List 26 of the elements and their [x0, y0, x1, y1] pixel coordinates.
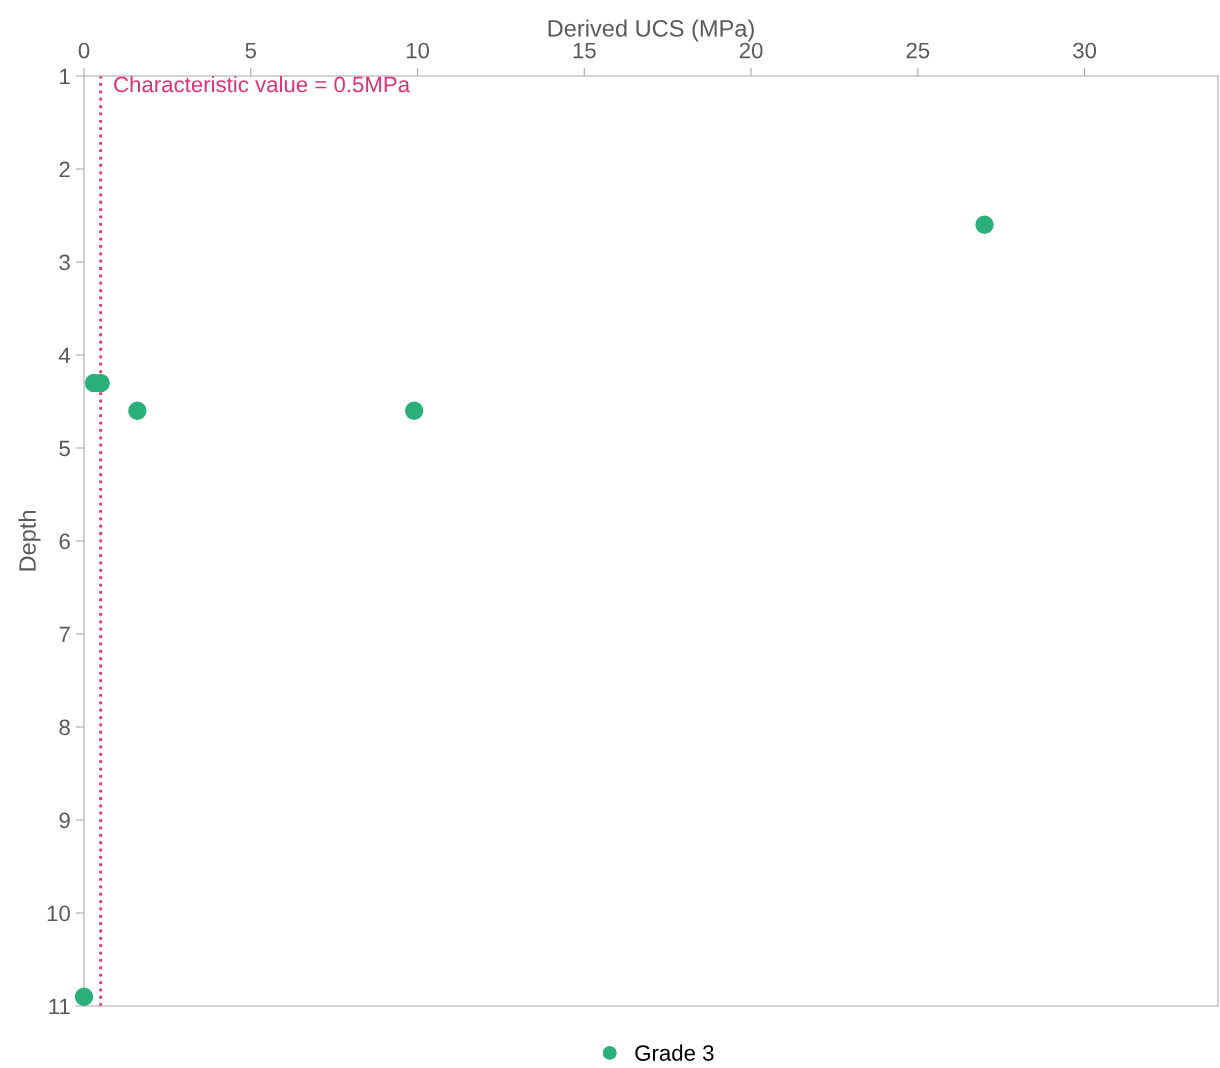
y-tick-label: 5 [59, 440, 70, 457]
point [74, 987, 94, 1006]
point [975, 215, 994, 235]
y-tick-label: 8 [59, 719, 70, 736]
x-axis-title: Derived UCS (MPa) [548, 19, 754, 42]
y-tick-label: 2 [59, 161, 70, 178]
y-tick-label: 1 [60, 68, 70, 85]
x-tick-label: 15 [573, 42, 596, 59]
x-tick-label: 10 [406, 42, 430, 59]
y-tick-label: 4 [58, 347, 71, 364]
legend-label: Grade 3 [635, 1044, 714, 1061]
y-tick-label: 11 [49, 998, 70, 1015]
x-tick-label: 5 [245, 42, 257, 59]
y-axis-title: Depth [18, 511, 41, 571]
ref-line-label: Characteristic value = 0.5MPa [114, 76, 411, 93]
point [128, 401, 147, 421]
x-tick-label: 30 [1073, 42, 1097, 59]
point [404, 401, 424, 421]
y-tick-label: 10 [47, 905, 70, 922]
x-tick-label: 20 [739, 42, 763, 59]
y-tick-label: 3 [59, 254, 70, 271]
y-tick-label: 7 [59, 626, 70, 643]
x-tick-label: 25 [906, 42, 930, 59]
y-tick-label: 9 [59, 812, 70, 829]
y-tick-label: 6 [59, 533, 70, 550]
x-tick-label: 0 [78, 42, 90, 59]
